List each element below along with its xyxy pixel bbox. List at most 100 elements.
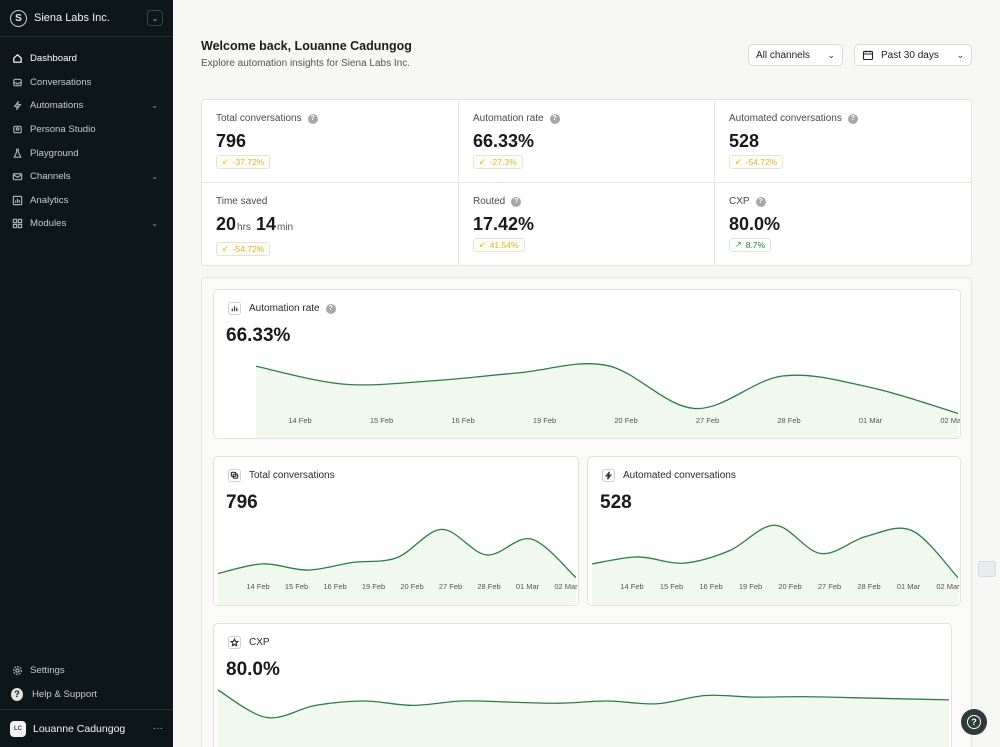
sidebar-item-label: Playground (30, 147, 79, 159)
series-area (256, 363, 958, 438)
change-value: -54.72% (745, 156, 778, 167)
sidebar-item-label: Dashboard (30, 53, 77, 65)
series-line (217, 689, 950, 719)
star-icon (228, 636, 241, 649)
help-fab-button[interactable]: ? (961, 709, 987, 735)
charts-section: 14 Feb 15 Feb 16 Feb 19 Feb 20 Feb 27 Feb 28 F… (201, 277, 972, 747)
automated-conversations-chart: 14 Feb 15 Feb 16 Feb 19 Feb 20 Feb 27 Feb 28 F… (591, 524, 960, 605)
help-icon[interactable]: ? (755, 196, 766, 207)
sidebar-item-label: Persona Studio (30, 124, 96, 136)
x-tick-label: 27 Feb (696, 416, 719, 425)
calendar-icon (862, 50, 874, 61)
kpi-value: 80.0% (729, 214, 781, 234)
x-tick-label: 14 Feb (246, 582, 269, 591)
kpi-automation-rate: Automation rate? 66.33% ↙ -27.3% (459, 100, 715, 183)
analytics-icon (11, 194, 23, 206)
chevron-down-icon[interactable]: ⌄ (151, 219, 158, 229)
page-subtitle: Explore automation insights for Siena La… (201, 58, 411, 69)
sidebar-item-analytics[interactable]: Analytics (0, 189, 173, 213)
chevron-down-icon: ⌄ (956, 49, 964, 60)
org-logo: S (10, 9, 27, 27)
user-menu[interactable]: LC Louanne Cadungog ··· (0, 709, 173, 747)
sidebar-item-playground[interactable]: Playground (0, 141, 173, 165)
change-badge: ↙ -27.3% (473, 154, 523, 169)
change-value: -37.72% (232, 156, 265, 167)
x-tick-label: 28 Feb (777, 416, 800, 425)
card-title: Automated conversations (623, 470, 736, 481)
cxp-chart (217, 689, 950, 747)
x-tick-label: 19 Feb (362, 582, 385, 591)
sidebar-item-settings[interactable]: Settings (0, 658, 173, 682)
chevron-down-icon[interactable]: ⌄ (151, 172, 158, 182)
sidebar-item-label: Help & Support (32, 688, 98, 700)
kpi-grid: Total conversations? 796 ↙ -37.72% Automa… (201, 99, 972, 266)
kpi-value: 17.42% (473, 214, 535, 234)
sidebar-item-persona-studio[interactable]: Persona Studio (0, 118, 173, 142)
kpi-total-conversations: Total conversations? 796 ↙ -37.72% (202, 100, 459, 183)
main-content: Welcome back, Louanne Cadungog Explore a… (173, 0, 1000, 747)
chat-icon (228, 469, 241, 482)
sidebar-item-automations[interactable]: Automations ⌄ (0, 94, 173, 118)
automation-rate-card: 14 Feb 15 Feb 16 Feb 19 Feb 20 Feb 27 Feb 28 F… (213, 289, 961, 439)
more-icon[interactable]: ··· (153, 723, 163, 734)
channel-filter-dropdown[interactable]: All channels ⌄ (748, 44, 843, 66)
question-icon: ? (967, 715, 981, 729)
x-tick-label: 20 Feb (614, 416, 637, 425)
x-tick-label: 15 Feb (285, 582, 308, 591)
sidebar-item-dashboard[interactable]: Dashboard (0, 47, 173, 71)
kpi-label: CXP (729, 196, 750, 207)
chevron-down-icon[interactable]: ⌄ (151, 101, 158, 111)
x-tick-label: 02 Mar (936, 582, 960, 591)
date-range-dropdown[interactable]: Past 30 days ⌄ (854, 44, 972, 66)
org-switcher[interactable]: S Siena Labs Inc. ⌄ (0, 0, 173, 37)
arrow-down-left-icon: ↙ (222, 157, 229, 166)
card-value: 66.33% (226, 325, 291, 346)
minutes-unit: min (276, 222, 294, 233)
change-value: 41.54% (489, 239, 519, 250)
sidebar-item-help[interactable]: ? Help & Support (0, 682, 173, 706)
collapsed-panel-thumbnail[interactable] (978, 561, 996, 577)
change-badge: ↙ 41.54% (473, 237, 525, 252)
total-conversations-card: 14 Feb 15 Feb 16 Feb 19 Feb 20 Feb 27 Feb 28 F… (213, 456, 579, 606)
sidebar-item-label: Conversations (30, 76, 92, 88)
x-tick-label: 16 Feb (699, 582, 722, 591)
sidebar-item-conversations[interactable]: Conversations (0, 71, 173, 95)
change-badge: ↗ 8.7% (729, 237, 772, 252)
chevron-updown-icon[interactable]: ⌄ (147, 10, 163, 26)
x-tick-label: 19 Feb (533, 416, 556, 425)
help-icon[interactable]: ? (847, 113, 858, 124)
x-tick-label: 15 Feb (370, 416, 393, 425)
modules-icon (11, 218, 23, 230)
x-tick-label: 14 Feb (288, 416, 311, 425)
help-icon[interactable]: ? (511, 196, 522, 207)
card-title: CXP (249, 637, 270, 648)
help-icon[interactable]: ? (307, 113, 318, 124)
change-badge: ↙ -54.72% (729, 154, 784, 169)
automated-conversations-card: 14 Feb 15 Feb 16 Feb 19 Feb 20 Feb 27 Feb 28 F… (587, 456, 961, 606)
date-range-value: Past 30 days (881, 49, 939, 61)
org-name: Siena Labs Inc. (34, 12, 110, 24)
help-icon: ? (11, 687, 23, 701)
series-area (592, 525, 958, 605)
help-icon[interactable]: ? (549, 113, 560, 124)
sidebar-item-label: Settings (30, 664, 65, 676)
kpi-value: 796 (216, 131, 247, 151)
card-value: 528 (600, 492, 632, 513)
cxp-card: CXP 80.0% (213, 623, 952, 747)
help-icon[interactable]: ? (325, 303, 336, 314)
sidebar-item-channels[interactable]: Channels ⌄ (0, 165, 173, 189)
sidebar-item-label: Modules (30, 218, 67, 230)
series-line (255, 363, 959, 414)
avatar: LC (10, 720, 26, 737)
x-tick-label: 15 Feb (660, 582, 683, 591)
x-tick-label: 01 Mar (897, 582, 921, 591)
kpi-label: Total conversations (216, 113, 302, 124)
sidebar-item-modules[interactable]: Modules ⌄ (0, 212, 173, 236)
kpi-time-saved: Time saved 20hrs 14min ↙ -54.72% (202, 183, 459, 266)
arrow-down-left-icon: ↙ (479, 157, 486, 166)
arrow-down-left-icon: ↙ (735, 157, 742, 166)
total-conversations-chart: 14 Feb 15 Feb 16 Feb 19 Feb 20 Feb 27 Feb 28 F… (217, 528, 578, 605)
arrow-down-left-icon: ↙ (222, 244, 229, 253)
kpi-label: Routed (473, 196, 506, 207)
x-tick-label: 28 Feb (857, 582, 880, 591)
